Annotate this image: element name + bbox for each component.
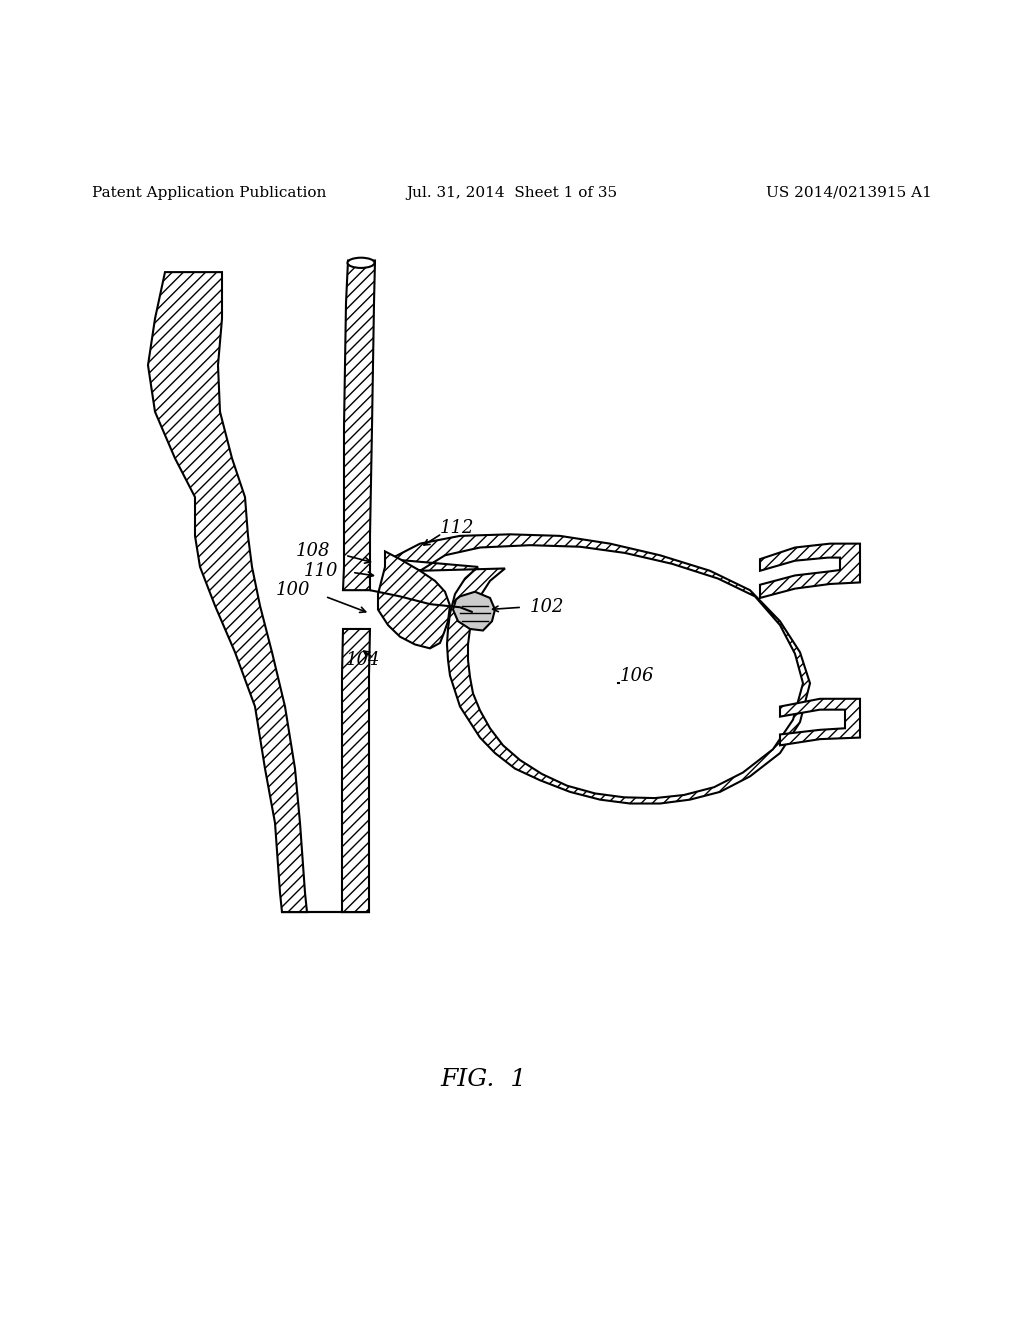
Text: 100: 100 — [275, 581, 310, 599]
Text: 108: 108 — [296, 543, 330, 561]
PathPatch shape — [378, 552, 450, 648]
Ellipse shape — [347, 257, 375, 268]
PathPatch shape — [148, 272, 307, 912]
Text: FIG.  1: FIG. 1 — [440, 1068, 526, 1092]
Text: US 2014/0213915 A1: US 2014/0213915 A1 — [766, 186, 932, 199]
PathPatch shape — [342, 628, 370, 912]
PathPatch shape — [780, 698, 860, 746]
Text: 112: 112 — [440, 519, 474, 537]
Text: 102: 102 — [530, 598, 564, 616]
PathPatch shape — [760, 544, 860, 598]
PathPatch shape — [390, 535, 810, 804]
Text: Patent Application Publication: Patent Application Publication — [92, 186, 327, 199]
Text: 106: 106 — [620, 667, 654, 685]
PathPatch shape — [453, 591, 495, 631]
Text: 110: 110 — [303, 562, 338, 579]
Text: 104: 104 — [345, 651, 380, 669]
Text: Jul. 31, 2014  Sheet 1 of 35: Jul. 31, 2014 Sheet 1 of 35 — [407, 186, 617, 199]
PathPatch shape — [343, 260, 375, 590]
